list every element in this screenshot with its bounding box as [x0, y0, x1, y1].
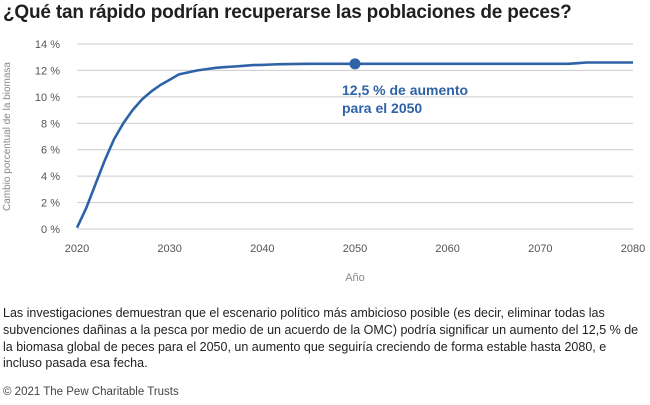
series-line	[75, 61, 633, 229]
x-tick-label: 2070	[528, 243, 552, 255]
y-tick-label: 2 %	[41, 198, 60, 210]
y-tick-label: 6 %	[41, 145, 60, 157]
highlight-point-2050	[349, 58, 361, 70]
y-tick-labels: 0 % 2 % 4 % 6 % 8 % 10 % 12 % 14 %	[35, 39, 60, 236]
x-tick-labels: 2020 2030 2040 2050 2060 2070 2080	[65, 243, 645, 255]
y-tick-label: 8 %	[41, 118, 60, 130]
x-tick-label: 2040	[250, 243, 274, 255]
chart-description: Las investigaciones demuestran que el es…	[3, 306, 639, 371]
y-tick-label: 14 %	[35, 39, 60, 51]
y-tick-label: 10 %	[35, 92, 60, 104]
biomass-line-chart: 0 % 2 % 4 % 6 % 8 % 10 % 12 % 14 % 2020 2030 2040…	[2, 39, 645, 284]
y-tick-label: 0 %	[41, 224, 60, 236]
copyright-source: © 2021 The Pew Charitable Trusts	[3, 386, 179, 398]
x-tick-label: 2030	[157, 243, 181, 255]
annotation-line-2: para el 2050	[342, 100, 422, 116]
x-tick-label: 2050	[343, 243, 367, 255]
y-tick-label: 4 %	[41, 171, 60, 183]
y-tick-label: 12 %	[35, 65, 60, 77]
x-tick-label: 2080	[621, 243, 645, 255]
annotation-line-1: 12,5 % de aumento	[342, 82, 468, 98]
x-tick-label: 2020	[65, 243, 89, 255]
grid-lines	[77, 43, 633, 230]
x-axis-label: Año	[345, 272, 365, 284]
y-axis-label: Cambio porcentual de la biomasa	[2, 62, 13, 211]
chart-title: ¿Qué tan rápido podrían recuperarse las …	[3, 2, 572, 23]
x-tick-label: 2060	[435, 243, 459, 255]
